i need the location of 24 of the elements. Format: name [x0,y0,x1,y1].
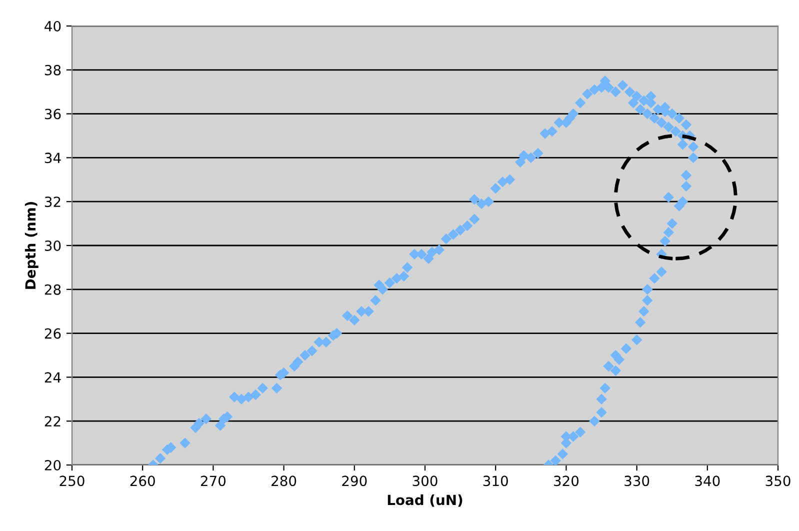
y-tick-label: 38 [44,64,61,76]
x-tick-label: 260 [130,476,155,486]
y-tick-label: 24 [44,372,61,382]
x-tick-label: 250 [60,476,84,486]
x-tick-label: 320 [554,476,579,486]
x-tick-label: 290 [342,476,367,486]
y-tick-label: 36 [44,108,61,120]
y-tick-label: 40 [44,20,61,32]
x-tick-label: 330 [624,476,650,486]
y-tick-label: 26 [44,328,61,339]
y-tick-label: 34 [44,152,61,164]
x-tick-label: 310 [483,476,508,486]
x-tick-label: 270 [200,476,226,486]
x-axis-title: Load (uN) [388,494,462,507]
y-tick-label: 32 [44,196,60,208]
x-tick-label: 300 [412,476,438,486]
x-tick-label: 280 [272,476,296,486]
y-tick-label: 30 [44,240,61,251]
x-tick-label: 340 [695,476,720,486]
x-tick-label: 350 [766,476,790,486]
y-tick-label: 20 [44,460,61,470]
y-tick-label: 22 [44,416,60,426]
y-tick-label: 28 [44,284,61,295]
y-axis-title: Depth (nm) [24,202,38,289]
